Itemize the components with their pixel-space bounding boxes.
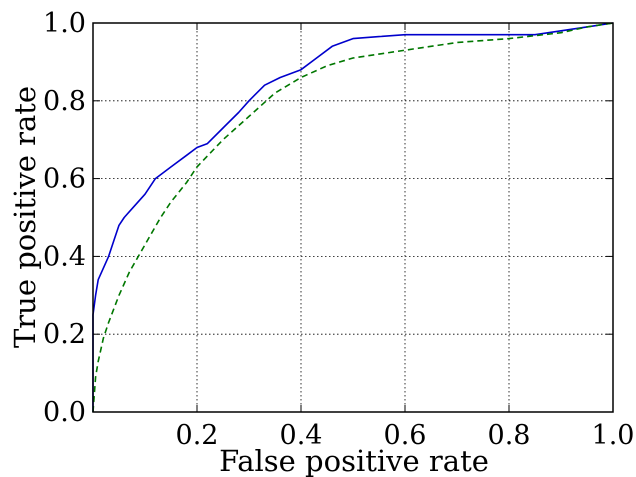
x-tick-label: 0.6 [384,420,427,451]
y-tick-label: 0.6 [43,164,86,195]
series-lines [92,22,614,413]
y-tick-label: 0.4 [43,241,86,272]
x-axis-label: False positive rate [219,444,489,477]
x-tick-label: 1.0 [592,420,635,451]
series-line-solid [92,22,614,412]
y-axis-label: True positive rate [8,86,42,348]
x-tick-label: 0.2 [176,420,219,451]
grid-lines [93,22,614,413]
y-tick-label: 0.8 [43,86,86,117]
plot-frame [92,22,614,413]
tick-labels: 0.2 0.4 0.6 0.8 1.0 0.0 0.2 0.4 0.6 0.8 1.0 [43,8,634,451]
y-tick-label: 0.2 [43,319,86,350]
x-tick-label: 0.8 [488,420,531,451]
y-tick-label: 0.0 [43,397,86,428]
y-tick-label: 1.0 [43,8,86,39]
tick-marks [93,22,614,413]
x-tick-label: 0.4 [280,420,323,451]
series-line-dashed [92,22,614,413]
